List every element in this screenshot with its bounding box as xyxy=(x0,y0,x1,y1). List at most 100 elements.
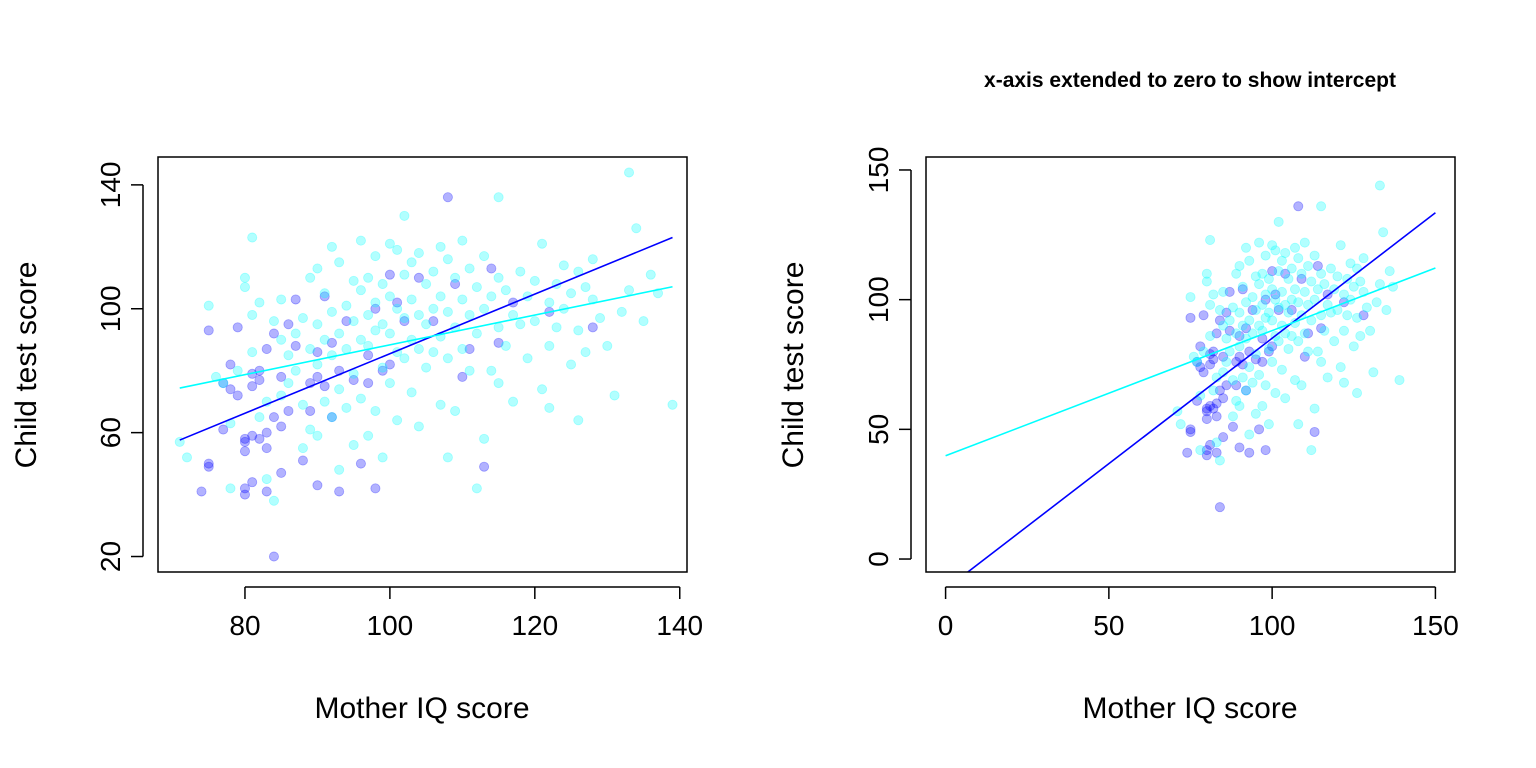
data-point xyxy=(399,353,410,364)
data-point xyxy=(1241,385,1252,396)
data-point xyxy=(384,359,395,370)
data-point xyxy=(261,443,272,454)
data-point xyxy=(392,244,403,255)
data-point xyxy=(442,452,453,463)
y-tick-label: 150 xyxy=(863,147,894,194)
data-point xyxy=(1260,312,1271,323)
data-point xyxy=(1309,426,1320,437)
data-point xyxy=(1289,242,1300,253)
data-point xyxy=(239,433,250,444)
data-point xyxy=(355,458,366,469)
data-point xyxy=(1270,245,1281,256)
data-point xyxy=(428,347,439,358)
data-point xyxy=(1303,299,1314,310)
data-point xyxy=(1296,268,1307,279)
data-point xyxy=(319,291,330,302)
data-point xyxy=(377,452,388,463)
data-point xyxy=(1299,351,1310,362)
data-point xyxy=(1241,385,1252,396)
data-point xyxy=(312,371,323,382)
data-point xyxy=(1299,237,1310,248)
data-point xyxy=(363,378,374,389)
data-point xyxy=(1280,247,1291,258)
data-point xyxy=(1338,289,1349,300)
data-point xyxy=(203,300,214,311)
data-point xyxy=(1195,445,1206,456)
data-point xyxy=(515,319,526,330)
data-point xyxy=(1280,393,1291,404)
data-point xyxy=(1227,411,1238,422)
data-point xyxy=(247,477,258,488)
data-point xyxy=(268,412,279,423)
data-point xyxy=(312,430,323,441)
data-point xyxy=(254,374,265,385)
data-point xyxy=(319,334,330,345)
data-point xyxy=(1218,351,1229,362)
data-point xyxy=(464,309,475,320)
data-point xyxy=(276,371,287,382)
data-point xyxy=(1263,343,1274,354)
data-point xyxy=(239,436,250,447)
data-point xyxy=(1270,289,1281,300)
data-point xyxy=(326,412,337,423)
data-point xyxy=(334,464,345,475)
data-point xyxy=(1276,255,1287,266)
data-point xyxy=(1257,356,1268,367)
data-point xyxy=(580,347,591,358)
data-point xyxy=(1374,180,1385,191)
data-point xyxy=(261,427,272,438)
data-point xyxy=(1195,390,1206,401)
data-point xyxy=(1250,408,1261,419)
data-point xyxy=(1352,312,1363,323)
data-point xyxy=(1185,424,1196,435)
x-axis: 0 50 100 150 xyxy=(938,586,1459,641)
data-point xyxy=(442,306,453,317)
data-point xyxy=(370,405,381,416)
plot-frame xyxy=(925,156,1456,573)
data-point xyxy=(326,350,337,361)
data-point xyxy=(631,223,642,234)
data-point xyxy=(239,489,250,500)
data-point xyxy=(334,486,345,497)
data-point xyxy=(493,192,504,203)
data-point xyxy=(1355,276,1366,287)
data-point xyxy=(1289,375,1300,386)
data-point xyxy=(580,282,591,293)
data-point xyxy=(1201,268,1212,279)
data-point xyxy=(1309,403,1320,414)
data-point xyxy=(1234,330,1245,341)
data-point xyxy=(268,551,279,562)
data-point xyxy=(442,254,453,265)
data-point xyxy=(305,405,316,416)
data-point xyxy=(1250,354,1261,365)
data-point xyxy=(1381,305,1392,316)
data-point xyxy=(1214,385,1225,396)
data-point xyxy=(479,433,490,444)
data-point xyxy=(406,294,417,305)
data-point xyxy=(334,257,345,268)
y-tick-label: 60 xyxy=(95,417,126,448)
data-point xyxy=(377,362,388,373)
data-point xyxy=(413,272,424,283)
data-point xyxy=(645,269,656,280)
x-axis: 80 100 120 140 xyxy=(229,586,703,641)
y-tick-label: 140 xyxy=(95,162,126,209)
data-point xyxy=(500,285,511,296)
data-point xyxy=(283,405,294,416)
data-point xyxy=(1312,346,1323,357)
data-point xyxy=(290,294,301,305)
data-point xyxy=(1303,260,1314,271)
data-point xyxy=(471,328,482,339)
data-point xyxy=(1254,424,1265,435)
data-point xyxy=(363,350,374,361)
data-point xyxy=(1267,315,1278,326)
data-point xyxy=(1218,286,1229,297)
data-point xyxy=(370,303,381,314)
data-point xyxy=(370,483,381,494)
data-point xyxy=(587,322,598,333)
data-point xyxy=(1208,403,1219,414)
data-point xyxy=(290,328,301,339)
data-point xyxy=(290,365,301,376)
data-point xyxy=(457,294,468,305)
